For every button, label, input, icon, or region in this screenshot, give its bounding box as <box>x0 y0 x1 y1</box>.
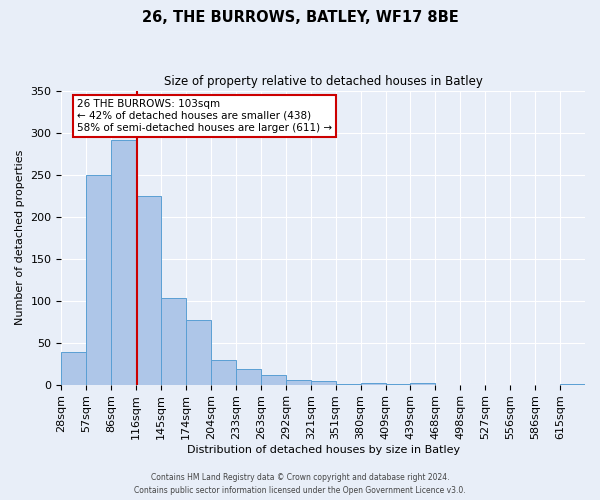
Bar <box>311 381 335 384</box>
Bar <box>111 140 136 384</box>
Bar <box>61 352 86 384</box>
Bar <box>261 376 286 384</box>
X-axis label: Distribution of detached houses by size in Batley: Distribution of detached houses by size … <box>187 445 460 455</box>
Bar <box>186 320 211 384</box>
Bar <box>211 360 236 384</box>
Text: Contains HM Land Registry data © Crown copyright and database right 2024.
Contai: Contains HM Land Registry data © Crown c… <box>134 474 466 495</box>
Bar <box>161 298 186 384</box>
Bar <box>410 383 436 384</box>
Bar <box>361 383 386 384</box>
Title: Size of property relative to detached houses in Batley: Size of property relative to detached ho… <box>164 75 482 88</box>
Bar <box>286 380 311 384</box>
Bar <box>236 370 261 384</box>
Y-axis label: Number of detached properties: Number of detached properties <box>15 150 25 326</box>
Text: 26 THE BURROWS: 103sqm
← 42% of detached houses are smaller (438)
58% of semi-de: 26 THE BURROWS: 103sqm ← 42% of detached… <box>77 100 332 132</box>
Bar <box>136 196 161 384</box>
Bar <box>86 174 111 384</box>
Text: 26, THE BURROWS, BATLEY, WF17 8BE: 26, THE BURROWS, BATLEY, WF17 8BE <box>142 10 458 25</box>
